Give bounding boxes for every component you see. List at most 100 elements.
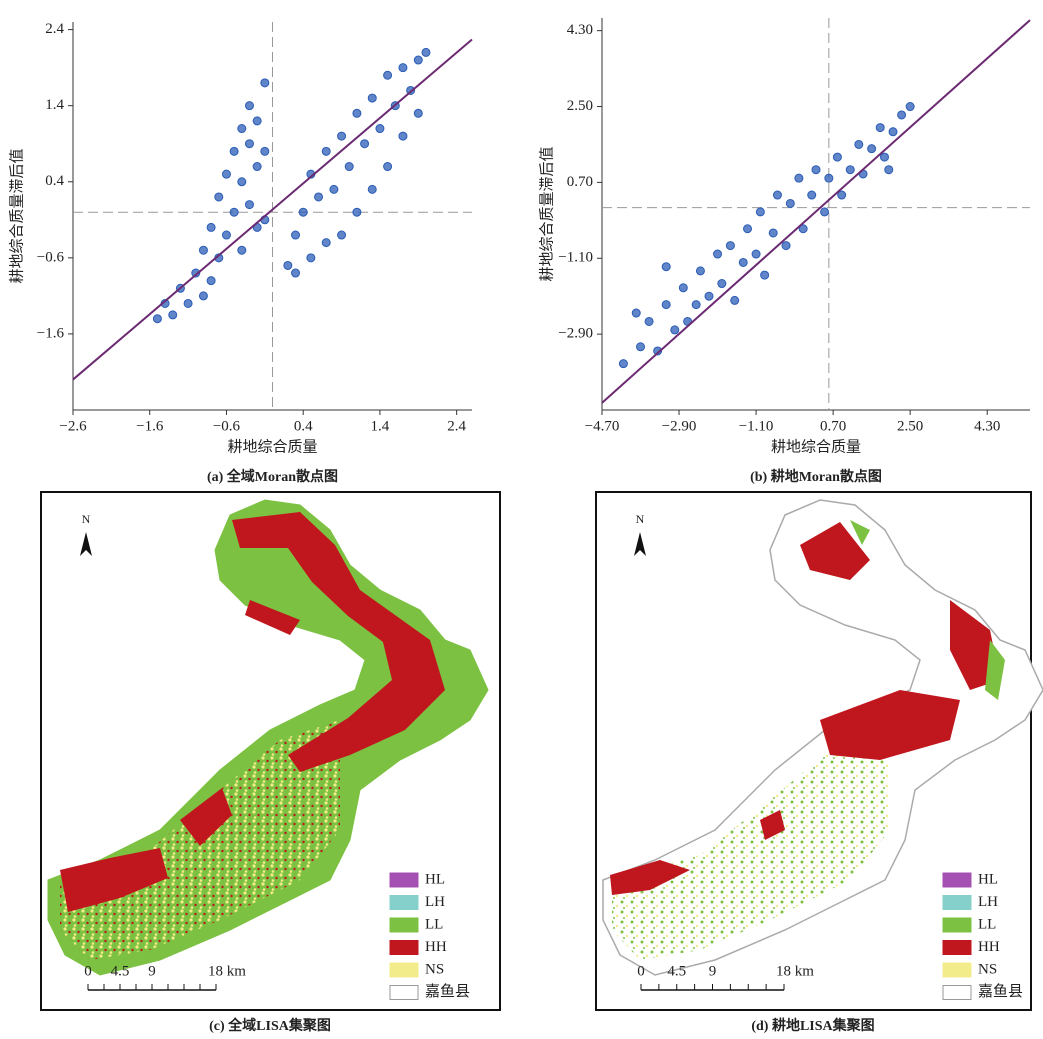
y-tick-label: 0.70 [567, 174, 593, 190]
point [237, 124, 247, 134]
point [367, 93, 377, 103]
scale-label: 0 [84, 963, 92, 979]
point [785, 198, 795, 208]
point [237, 245, 247, 255]
point [704, 291, 714, 301]
point [631, 308, 641, 318]
point [367, 184, 377, 194]
point [229, 146, 239, 156]
point [636, 342, 646, 352]
point [644, 316, 654, 326]
legend-label: HH [978, 939, 1000, 955]
legend-swatch [389, 985, 419, 1000]
legend-swatch [942, 962, 972, 978]
x-tick-label: 4.30 [974, 418, 1000, 434]
point [221, 169, 231, 179]
y-tick-label: 2.4 [45, 21, 64, 37]
x-axis-label: 耕地综合质量 [227, 437, 317, 455]
point [383, 70, 393, 80]
y-tick-label: −2.90 [558, 326, 593, 342]
point [879, 152, 889, 162]
scale-label: 9 [148, 963, 156, 979]
point [244, 200, 254, 210]
x-tick-label: 2.50 [897, 418, 923, 434]
x-tick-label: 1.4 [371, 418, 390, 434]
legend-swatch [942, 872, 972, 888]
point [283, 260, 293, 270]
point [691, 300, 701, 310]
point [781, 241, 791, 251]
point [811, 165, 821, 175]
point [398, 131, 408, 141]
map-frame [595, 491, 1032, 1011]
point [824, 173, 834, 183]
x-tick-label: −2.90 [662, 418, 697, 434]
legend-label: HH [425, 939, 447, 955]
legend-swatch [942, 895, 972, 910]
map-frame [40, 491, 501, 1011]
point [252, 162, 262, 172]
point [905, 102, 915, 112]
legend-label: NS [425, 961, 444, 977]
point [298, 207, 308, 217]
legend-label: 嘉鱼县 [425, 982, 470, 1000]
point [794, 173, 804, 183]
north-label: N [636, 512, 645, 526]
point [198, 291, 208, 301]
fit-line [72, 38, 473, 381]
point [375, 124, 385, 134]
legend-swatch [389, 917, 419, 933]
point [237, 177, 247, 187]
point [244, 139, 254, 149]
x-tick-label: −1.6 [136, 418, 164, 434]
legend-swatch [389, 872, 419, 888]
point [398, 63, 408, 73]
point [183, 298, 193, 308]
point [867, 144, 877, 154]
point [291, 268, 301, 278]
x-tick-label: 0.70 [820, 418, 846, 434]
legend-label: 嘉鱼县 [978, 982, 1023, 1000]
point [897, 110, 907, 120]
legend-swatch [942, 917, 972, 933]
legend-label: HL [978, 871, 998, 887]
point [760, 270, 770, 280]
point [738, 257, 748, 267]
point [755, 207, 765, 217]
x-tick-label: −4.70 [585, 418, 620, 434]
point [168, 310, 178, 320]
point [383, 162, 393, 172]
legend-label: NS [978, 961, 997, 977]
y-axis-label: 耕地综合质量滞后值 [537, 146, 555, 281]
point [291, 230, 301, 240]
legend-label: LL [425, 916, 443, 932]
legend-label: LH [425, 894, 445, 910]
point [337, 230, 347, 240]
caption: (c) 全域LISA集聚图 [209, 1017, 331, 1034]
caption: (a) 全域Moran散点图 [207, 468, 338, 485]
scale-label: 9 [709, 963, 717, 979]
point [321, 238, 331, 248]
point [244, 101, 254, 111]
point [252, 116, 262, 126]
point [725, 241, 735, 251]
point [198, 245, 208, 255]
point [670, 325, 680, 335]
point [221, 230, 231, 240]
legend-swatch [389, 940, 419, 955]
legend-label: LH [978, 894, 998, 910]
point [661, 262, 671, 272]
x-tick-label: 2.4 [447, 418, 466, 434]
legend-swatch [389, 962, 419, 978]
x-tick-label: −2.6 [59, 418, 87, 434]
x-tick-label: 0.4 [294, 418, 313, 434]
hh-area [610, 522, 1000, 895]
mixed-area [612, 730, 890, 960]
point [206, 276, 216, 286]
hh-area [232, 512, 445, 772]
caption: (b) 耕地Moran散点图 [750, 468, 882, 485]
legend-label: LL [978, 916, 996, 932]
north-arrow [634, 532, 646, 556]
map-c [40, 491, 501, 1011]
y-tick-label: −1.10 [558, 250, 593, 266]
